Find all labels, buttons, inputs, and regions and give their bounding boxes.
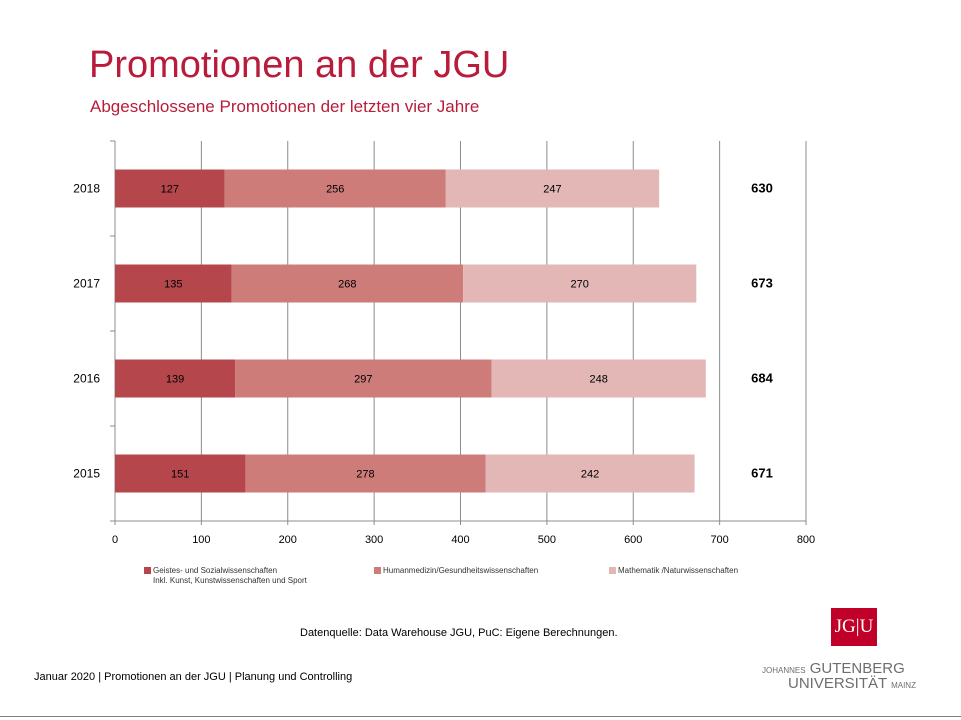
- x-tick-label: 0: [112, 534, 118, 546]
- bar-value-label: 151: [171, 469, 189, 481]
- bar-value-label: 278: [356, 469, 374, 481]
- bar-value-label: 256: [326, 184, 344, 196]
- footer-text: Januar 2020 | Promotionen an der JGU | P…: [34, 671, 353, 683]
- bar-value-label: 139: [166, 374, 184, 386]
- logo-mark-left: JG: [834, 616, 856, 637]
- bar-segment: [224, 169, 446, 208]
- x-tick-label: 700: [710, 534, 728, 546]
- logo-universitaet: UNIVERSITÄT: [788, 675, 887, 692]
- legend-swatch: [374, 567, 381, 574]
- legend-swatch: [144, 567, 151, 574]
- bar-segment: [491, 359, 706, 398]
- jgu-logo-mark: JG|U: [831, 608, 877, 646]
- bar-segment: [115, 454, 246, 493]
- logo-wordmark-line1: JOHANNES GUTENBERG: [762, 660, 905, 677]
- bar-total-label: 673: [751, 276, 773, 291]
- bar-segment: [445, 169, 660, 208]
- logo-wordmark-line2: UNIVERSITÄT MAINZ: [788, 675, 916, 692]
- legend-label: Humanmedizin/Gesundheitswissenschaften: [383, 566, 539, 575]
- legend-label: Geistes- und Sozialwissenschaften: [153, 566, 278, 575]
- y-tick-label: 2017: [73, 277, 100, 291]
- x-tick-label: 400: [451, 534, 469, 546]
- slide-title: Promotionen an der JGU: [89, 44, 510, 86]
- y-tick-label: 2016: [73, 372, 100, 386]
- bar-value-label: 242: [581, 469, 599, 481]
- logo-mainz: MAINZ: [891, 681, 916, 690]
- bar-segment: [115, 359, 236, 398]
- x-tick-label: 200: [279, 534, 297, 546]
- bar-total-label: 671: [751, 466, 773, 481]
- bar-value-label: 135: [164, 279, 182, 291]
- bar-value-label: 270: [571, 279, 589, 291]
- bar-segment: [115, 169, 225, 208]
- logo-mark-divider: |: [855, 616, 860, 637]
- bar-segment: [115, 264, 232, 303]
- x-tick-label: 600: [624, 534, 642, 546]
- slide-bottom-border: [0, 716, 961, 717]
- x-tick-label: 100: [192, 534, 210, 546]
- bar-segment: [245, 454, 486, 493]
- bar-value-label: 268: [338, 279, 356, 291]
- legend-label: Mathematik /Naturwissenschaften: [618, 566, 739, 575]
- legend-sublabel: Inkl. Kunst, Kunstwissenschaften und Spo…: [153, 576, 307, 585]
- bar-total-label: 630: [751, 181, 773, 196]
- bar-segment: [463, 264, 697, 303]
- y-tick-label: 2015: [73, 467, 100, 481]
- legend-swatch: [609, 567, 616, 574]
- y-tick-label: 2018: [73, 182, 100, 196]
- bar-total-label: 684: [751, 371, 773, 386]
- x-tick-label: 300: [365, 534, 383, 546]
- logo-gutenberg: GUTENBERG: [809, 660, 905, 677]
- bar-value-label: 248: [590, 374, 608, 386]
- bar-segment: [235, 359, 492, 398]
- x-tick-label: 800: [797, 534, 815, 546]
- x-tick-label: 500: [538, 534, 556, 546]
- bar-value-label: 297: [354, 374, 372, 386]
- bar-value-label: 127: [161, 184, 179, 196]
- bar-value-label: 247: [543, 184, 561, 196]
- bar-segment: [231, 264, 464, 303]
- data-source-note: Datenquelle: Data Warehouse JGU, PuC: Ei…: [300, 627, 618, 639]
- logo-johannes: JOHANNES: [762, 666, 806, 675]
- logo-mark-right: U: [859, 616, 874, 637]
- slide-subtitle: Abgeschlossene Promotionen der letzten v…: [90, 97, 480, 116]
- bar-segment: [485, 454, 695, 493]
